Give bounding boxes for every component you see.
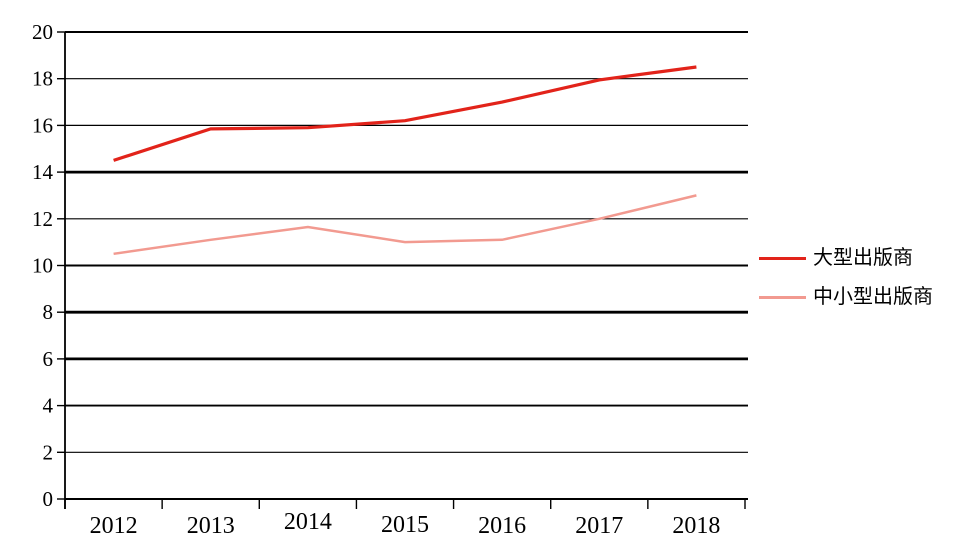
legend-item: 大型出版商 (759, 247, 933, 270)
legend-label: 中小型出版商 (813, 286, 933, 308)
x-tick-label-2014: 2014 (284, 509, 332, 535)
x-tick-label-2018: 2018 (672, 513, 720, 539)
x-tick-label-2016: 2016 (478, 513, 526, 539)
y-tick-label-14: 14 (32, 160, 54, 184)
legend: 大型出版商 中小型出版商 (759, 247, 933, 309)
x-tick-label-2017: 2017 (575, 513, 623, 539)
y-tick-label-20: 20 (32, 20, 53, 44)
y-tick-label-10: 10 (32, 254, 53, 278)
y-tick-label-12: 12 (32, 207, 53, 231)
legend-label: 大型出版商 (813, 247, 913, 269)
series-line-swatch (759, 256, 806, 261)
x-tick-label-2012: 2012 (90, 513, 138, 539)
y-tick-label-16: 16 (32, 113, 53, 137)
series-line-1 (113, 194, 697, 256)
y-tick-label-8: 8 (43, 300, 54, 324)
y-tick-label-4: 4 (43, 394, 54, 418)
series-line-swatch (759, 296, 806, 299)
y-tick-label-0: 0 (43, 487, 54, 511)
y-tick-label-2: 2 (43, 440, 54, 464)
y-tick-label-6: 6 (43, 347, 54, 371)
legend-item: 中小型出版商 (759, 286, 933, 309)
series-line-0 (113, 65, 697, 162)
x-tick-label-2015: 2015 (381, 512, 429, 538)
y-tick-label-18: 18 (32, 67, 53, 91)
x-tick-label-2013: 2013 (187, 513, 235, 539)
